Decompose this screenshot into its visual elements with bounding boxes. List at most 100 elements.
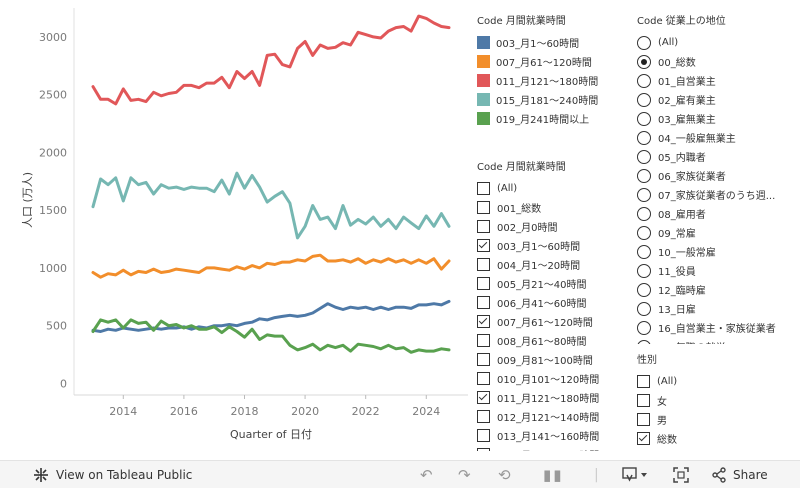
radio-button[interactable]: [637, 225, 651, 240]
legend-item[interactable]: 007_月61～120時間: [477, 52, 627, 71]
hours-filter-option[interactable]: 007_月61～120時間: [477, 312, 627, 331]
checkbox[interactable]: [477, 372, 490, 385]
radio-button[interactable]: [637, 244, 651, 259]
checkbox[interactable]: [477, 201, 490, 214]
status-filter-option[interactable]: 12_臨時雇: [637, 280, 797, 299]
line-chart[interactable]: 0 500 1000 1500 2000 2500 3000 2014 2016 2018 202…: [0, 0, 470, 460]
status-filter-option[interactable]: 04_一般雇無業主: [637, 128, 797, 147]
legend-item[interactable]: 011_月121～180時間: [477, 71, 627, 90]
checkbox[interactable]: [477, 258, 490, 271]
checkbox[interactable]: [637, 413, 650, 426]
radio-button[interactable]: [637, 301, 651, 316]
checkbox[interactable]: [637, 432, 650, 445]
status-filter-option[interactable]: 02_雇有業主: [637, 90, 797, 109]
hours-filter-option[interactable]: 009_月81～100時間: [477, 350, 627, 369]
checkbox[interactable]: [477, 410, 490, 423]
status-filter-option[interactable]: 03_雇無業主: [637, 109, 797, 128]
radio-button[interactable]: [637, 263, 651, 278]
radio-button[interactable]: [637, 187, 651, 202]
status-filter-option[interactable]: 06_家族従業者: [637, 166, 797, 185]
hours-filter-option[interactable]: 008_月61～80時間: [477, 331, 627, 350]
hours-filter-option-label: 014_月161～180時間: [497, 447, 599, 451]
status-filter-option[interactable]: 07_家族従業者のうち週...: [637, 185, 797, 204]
radio-button[interactable]: [637, 149, 651, 164]
status-filter-option[interactable]: 13_日雇: [637, 299, 797, 318]
checkbox[interactable]: [477, 353, 490, 366]
sex-filter-option-label: 女: [657, 397, 667, 408]
status-filter-option[interactable]: 08_雇用者: [637, 204, 797, 223]
status-filter-option[interactable]: 01_自営業主: [637, 71, 797, 90]
status-filter-option[interactable]: 09_常雇: [637, 223, 797, 242]
series-line-3[interactable]: [91, 171, 451, 240]
radio-button[interactable]: [637, 73, 651, 88]
checkbox[interactable]: [477, 315, 490, 328]
sex-filter-option[interactable]: (All): [637, 372, 797, 391]
hours-filter-option[interactable]: 014_月161～180時間: [477, 445, 627, 451]
checkbox[interactable]: [637, 394, 650, 407]
redo-icon[interactable]: ↷: [458, 465, 471, 484]
hours-filter-option[interactable]: 006_月41～60時間: [477, 293, 627, 312]
radio-button[interactable]: [637, 282, 651, 297]
pause-icon[interactable]: ▮▮: [543, 465, 564, 484]
status-filter-option[interactable]: (All): [637, 33, 797, 52]
x-tick-label: 2014: [109, 405, 137, 418]
checkbox[interactable]: [477, 277, 490, 290]
radio-button[interactable]: [637, 54, 651, 69]
radio-button[interactable]: [637, 168, 651, 183]
radio-button[interactable]: [637, 130, 651, 145]
checkbox[interactable]: [477, 182, 490, 195]
status-filter-option-label: 03_雇無業主: [658, 115, 716, 126]
status-filter-option[interactable]: 00_総数: [637, 52, 797, 71]
checkbox[interactable]: [637, 375, 650, 388]
hours-filter-option[interactable]: 004_月1～20時間: [477, 255, 627, 274]
hours-filter-option[interactable]: 011_月121～180時間: [477, 388, 627, 407]
radio-button[interactable]: [637, 111, 651, 126]
hours-filter-option[interactable]: 012_月121～140時間: [477, 407, 627, 426]
checkbox[interactable]: [477, 334, 490, 347]
status-filter-option[interactable]: 05_内職者: [637, 147, 797, 166]
checkbox[interactable]: [477, 391, 490, 404]
radio-button[interactable]: [637, 92, 651, 107]
checkbox[interactable]: [477, 296, 490, 309]
series-line-4[interactable]: [91, 318, 451, 354]
checkbox[interactable]: [477, 220, 490, 233]
radio-button[interactable]: [637, 339, 651, 344]
hours-filter-option-label: 011_月121～180時間: [497, 394, 600, 405]
hours-filter-list[interactable]: (All) 001_総数 002_月0時間 003_月1～60時間 004_月1～20時…: [477, 179, 627, 451]
series-line-2[interactable]: [91, 14, 451, 106]
hours-filter-option[interactable]: 001_総数: [477, 198, 627, 217]
legend-item[interactable]: 019_月241時間以上: [477, 109, 627, 128]
hours-filter-option[interactable]: 003_月1～60時間: [477, 236, 627, 255]
status-filter-option[interactable]: 11_役員: [637, 261, 797, 280]
status-filter-option[interactable]: 10_一般常雇: [637, 242, 797, 261]
radio-button[interactable]: [637, 35, 651, 50]
checkbox[interactable]: [477, 448, 490, 451]
download-icon[interactable]: [622, 466, 648, 483]
hours-filter-option[interactable]: 002_月0時間: [477, 217, 627, 236]
series-line-1[interactable]: [91, 253, 451, 279]
checkbox[interactable]: [477, 239, 490, 252]
radio-button[interactable]: [637, 320, 651, 335]
sex-filter-option[interactable]: 女: [637, 391, 797, 410]
fullscreen-icon[interactable]: [673, 466, 689, 483]
sex-filter-option[interactable]: 男: [637, 410, 797, 429]
hours-filter-option[interactable]: 005_月21～40時間: [477, 274, 627, 293]
legend-label: 015_月181～240時間: [496, 96, 599, 107]
sex-filter-option[interactable]: 総数: [637, 429, 797, 448]
series-line-0[interactable]: [91, 299, 451, 333]
legend-item[interactable]: 003_月1～60時間: [477, 33, 627, 52]
share-button[interactable]: Share: [711, 466, 768, 483]
hours-filter-option[interactable]: (All): [477, 179, 627, 198]
revert-icon[interactable]: ⟲: [498, 465, 511, 484]
hours-filter-option[interactable]: 010_月101～120時間: [477, 369, 627, 388]
status-filter-option-label: 04_一般雇無業主: [658, 134, 736, 145]
undo-icon[interactable]: ↶: [420, 465, 433, 484]
status-filter-option[interactable]: 17_無職の就労: [637, 337, 797, 344]
status-filter-list[interactable]: (All) 00_総数 01_自営業主 02_雇有業主 03_雇無業主 04_一般雇無業主…: [637, 33, 797, 344]
legend-item[interactable]: 015_月181～240時間: [477, 90, 627, 109]
status-filter-option[interactable]: 16_自営業主・家族従業者: [637, 318, 797, 337]
view-on-tableau-link[interactable]: View on Tableau Public: [32, 466, 192, 484]
radio-button[interactable]: [637, 206, 651, 221]
hours-filter-option[interactable]: 013_月141～160時間: [477, 426, 627, 445]
checkbox[interactable]: [477, 429, 490, 442]
